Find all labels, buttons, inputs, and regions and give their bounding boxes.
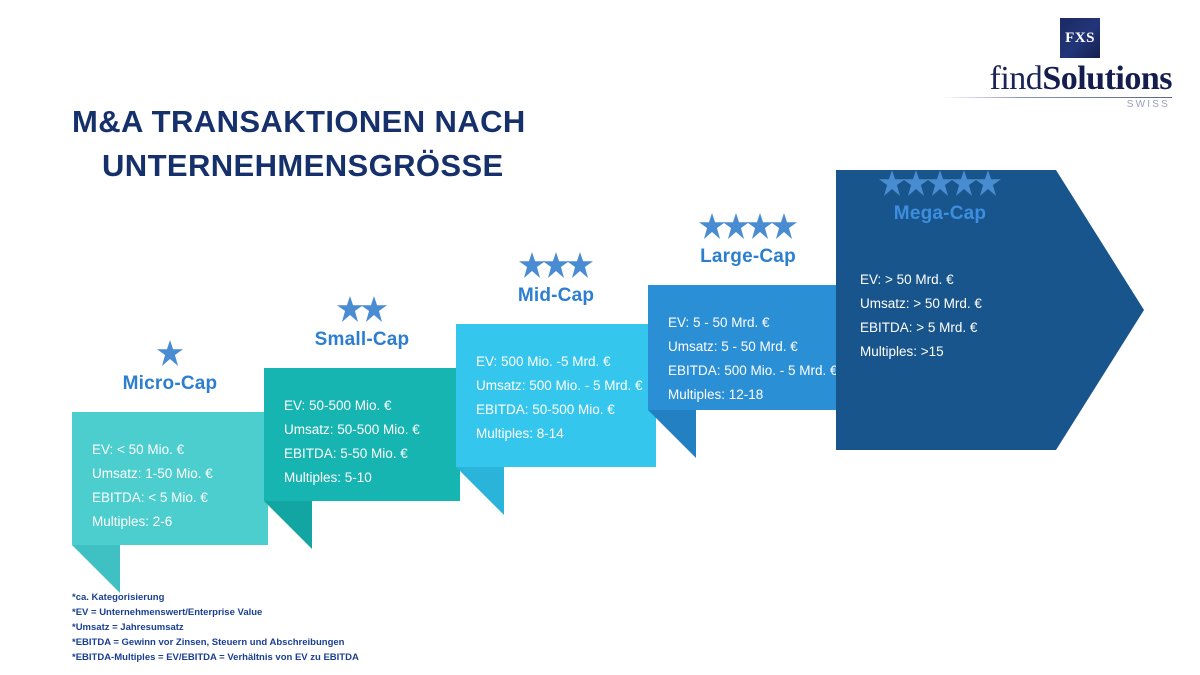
star-icon: [543, 252, 569, 278]
step-label-micro-cap: Micro-Cap: [122, 373, 218, 394]
metric-line: EV: > 50 Mrd. €: [860, 272, 954, 287]
fxs-badge-icon: FXS: [1060, 18, 1100, 58]
logo-word-solutions: Solutions: [1042, 60, 1172, 97]
star-icon: [519, 252, 545, 278]
footnote-item: *EV = Unternehmenswert/Enterprise Value: [72, 607, 263, 618]
metric-line: Multiples: 12-18: [668, 387, 764, 403]
step-label-small-cap: Small-Cap: [314, 329, 410, 350]
fxs-badge-label: FXS: [1065, 29, 1095, 46]
footnote-item: *EBITDA = Gewinn vor Zinsen, Steuern und…: [72, 637, 345, 648]
card-fold-shadow-micro-cap: [72, 545, 120, 593]
brand-logo: FXS findSolutions SWISS: [942, 18, 1172, 110]
rating-stars-mid-cap: [456, 252, 656, 282]
step-header-small-cap: Small-Cap: [264, 296, 460, 351]
star-icon: [699, 213, 725, 239]
star-icon: [337, 296, 363, 322]
logo-wordmark: findSolutions: [942, 60, 1173, 97]
footnote-item: *Umsatz = Jahresumsatz: [72, 622, 184, 633]
metric-line: EBITDA: < 5 Mio. €: [92, 490, 208, 506]
metric-line: Umsatz: 1-50 Mio. €: [92, 466, 213, 482]
step-label-large-cap: Large-Cap: [700, 246, 796, 267]
star-icon: [567, 252, 593, 278]
metric-line: EBITDA: 5-50 Mio. €: [284, 446, 408, 462]
metric-line: Umsatz: > 50 Mrd. €: [860, 296, 982, 312]
metric-line: EBITDA: 500 Mio. - 5 Mrd. €: [668, 363, 838, 379]
page-title-line-2: UNTERNEHMENSGRÖSSE: [102, 148, 504, 184]
card-fold-shadow-large-cap: [648, 410, 696, 458]
page-title: M&A TRANSAKTIONEN NACH UNTERNEHMENSGRÖSS…: [72, 100, 692, 188]
star-icon: [771, 213, 797, 239]
metric-line: Multiples: 2-6: [92, 514, 173, 530]
step-card-mid-cap: EV: 500 Mio. -5 Mrd. € Umsatz: 500 Mio. -…: [456, 324, 656, 467]
step-header-micro-cap: Micro-Cap: [72, 340, 268, 395]
metric-line: Umsatz: 5 - 50 Mrd. €: [668, 339, 798, 355]
metric-line: Multiples: 8-14: [476, 426, 564, 442]
card-fold-shadow-small-cap: [264, 501, 312, 549]
metric-line: EV: 500 Mio. -5 Mrd. €: [476, 354, 611, 369]
step-label-mid-cap: Mid-Cap: [517, 285, 595, 306]
step-card-mega-cap: EV: > 50 Mrd. € Umsatz: > 50 Mrd. € EBITDA…: [840, 242, 1040, 382]
star-icon: [723, 213, 749, 239]
metric-line: EBITDA: > 5 Mrd. €: [860, 320, 978, 336]
metric-line: Multiples: >15: [860, 344, 944, 360]
logo-tagline: SWISS: [1126, 99, 1170, 110]
step-header-large-cap: Large-Cap: [648, 213, 848, 268]
metric-line: Umsatz: 500 Mio. - 5 Mrd. €: [476, 378, 643, 394]
step-header-mid-cap: Mid-Cap: [456, 252, 656, 307]
metric-line: EV: 50-500 Mio. €: [284, 398, 392, 413]
metric-line: Umsatz: 50-500 Mio. €: [284, 422, 420, 438]
page-title-line-1: M&A TRANSAKTIONEN NACH: [72, 104, 526, 139]
logo-word-find: find: [989, 60, 1043, 97]
star-icon: [361, 296, 387, 322]
logo-divider: [942, 97, 1172, 98]
star-icon: [157, 340, 183, 366]
metric-line: EV: < 50 Mio. €: [92, 442, 185, 457]
metric-line: EV: 5 - 50 Mrd. €: [668, 315, 770, 330]
footnotes: *ca. Kategorisierung *EV = Unternehmenswe…: [72, 590, 359, 665]
step-card-small-cap: EV: 50-500 Mio. € Umsatz: 50-500 Mio. € EB…: [264, 368, 460, 501]
metric-line: EBITDA: 50-500 Mio. €: [476, 402, 615, 418]
footnote-item: *ca. Kategorisierung: [72, 592, 165, 603]
rating-stars-large-cap: [648, 213, 848, 243]
rating-stars-small-cap: [264, 296, 460, 326]
rating-stars-micro-cap: [72, 340, 268, 370]
footnote-item: *EBITDA-Multiples = EV/EBITDA = Verhältn…: [72, 652, 359, 663]
step-card-micro-cap: EV: < 50 Mio. € Umsatz: 1-50 Mio. € EBITDA…: [72, 412, 268, 545]
star-icon: [747, 213, 773, 239]
step-card-large-cap: EV: 5 - 50 Mrd. € Umsatz: 5 - 50 Mrd. € EB…: [648, 285, 848, 410]
metric-line: Multiples: 5-10: [284, 470, 372, 486]
card-fold-shadow-mid-cap: [456, 467, 504, 515]
